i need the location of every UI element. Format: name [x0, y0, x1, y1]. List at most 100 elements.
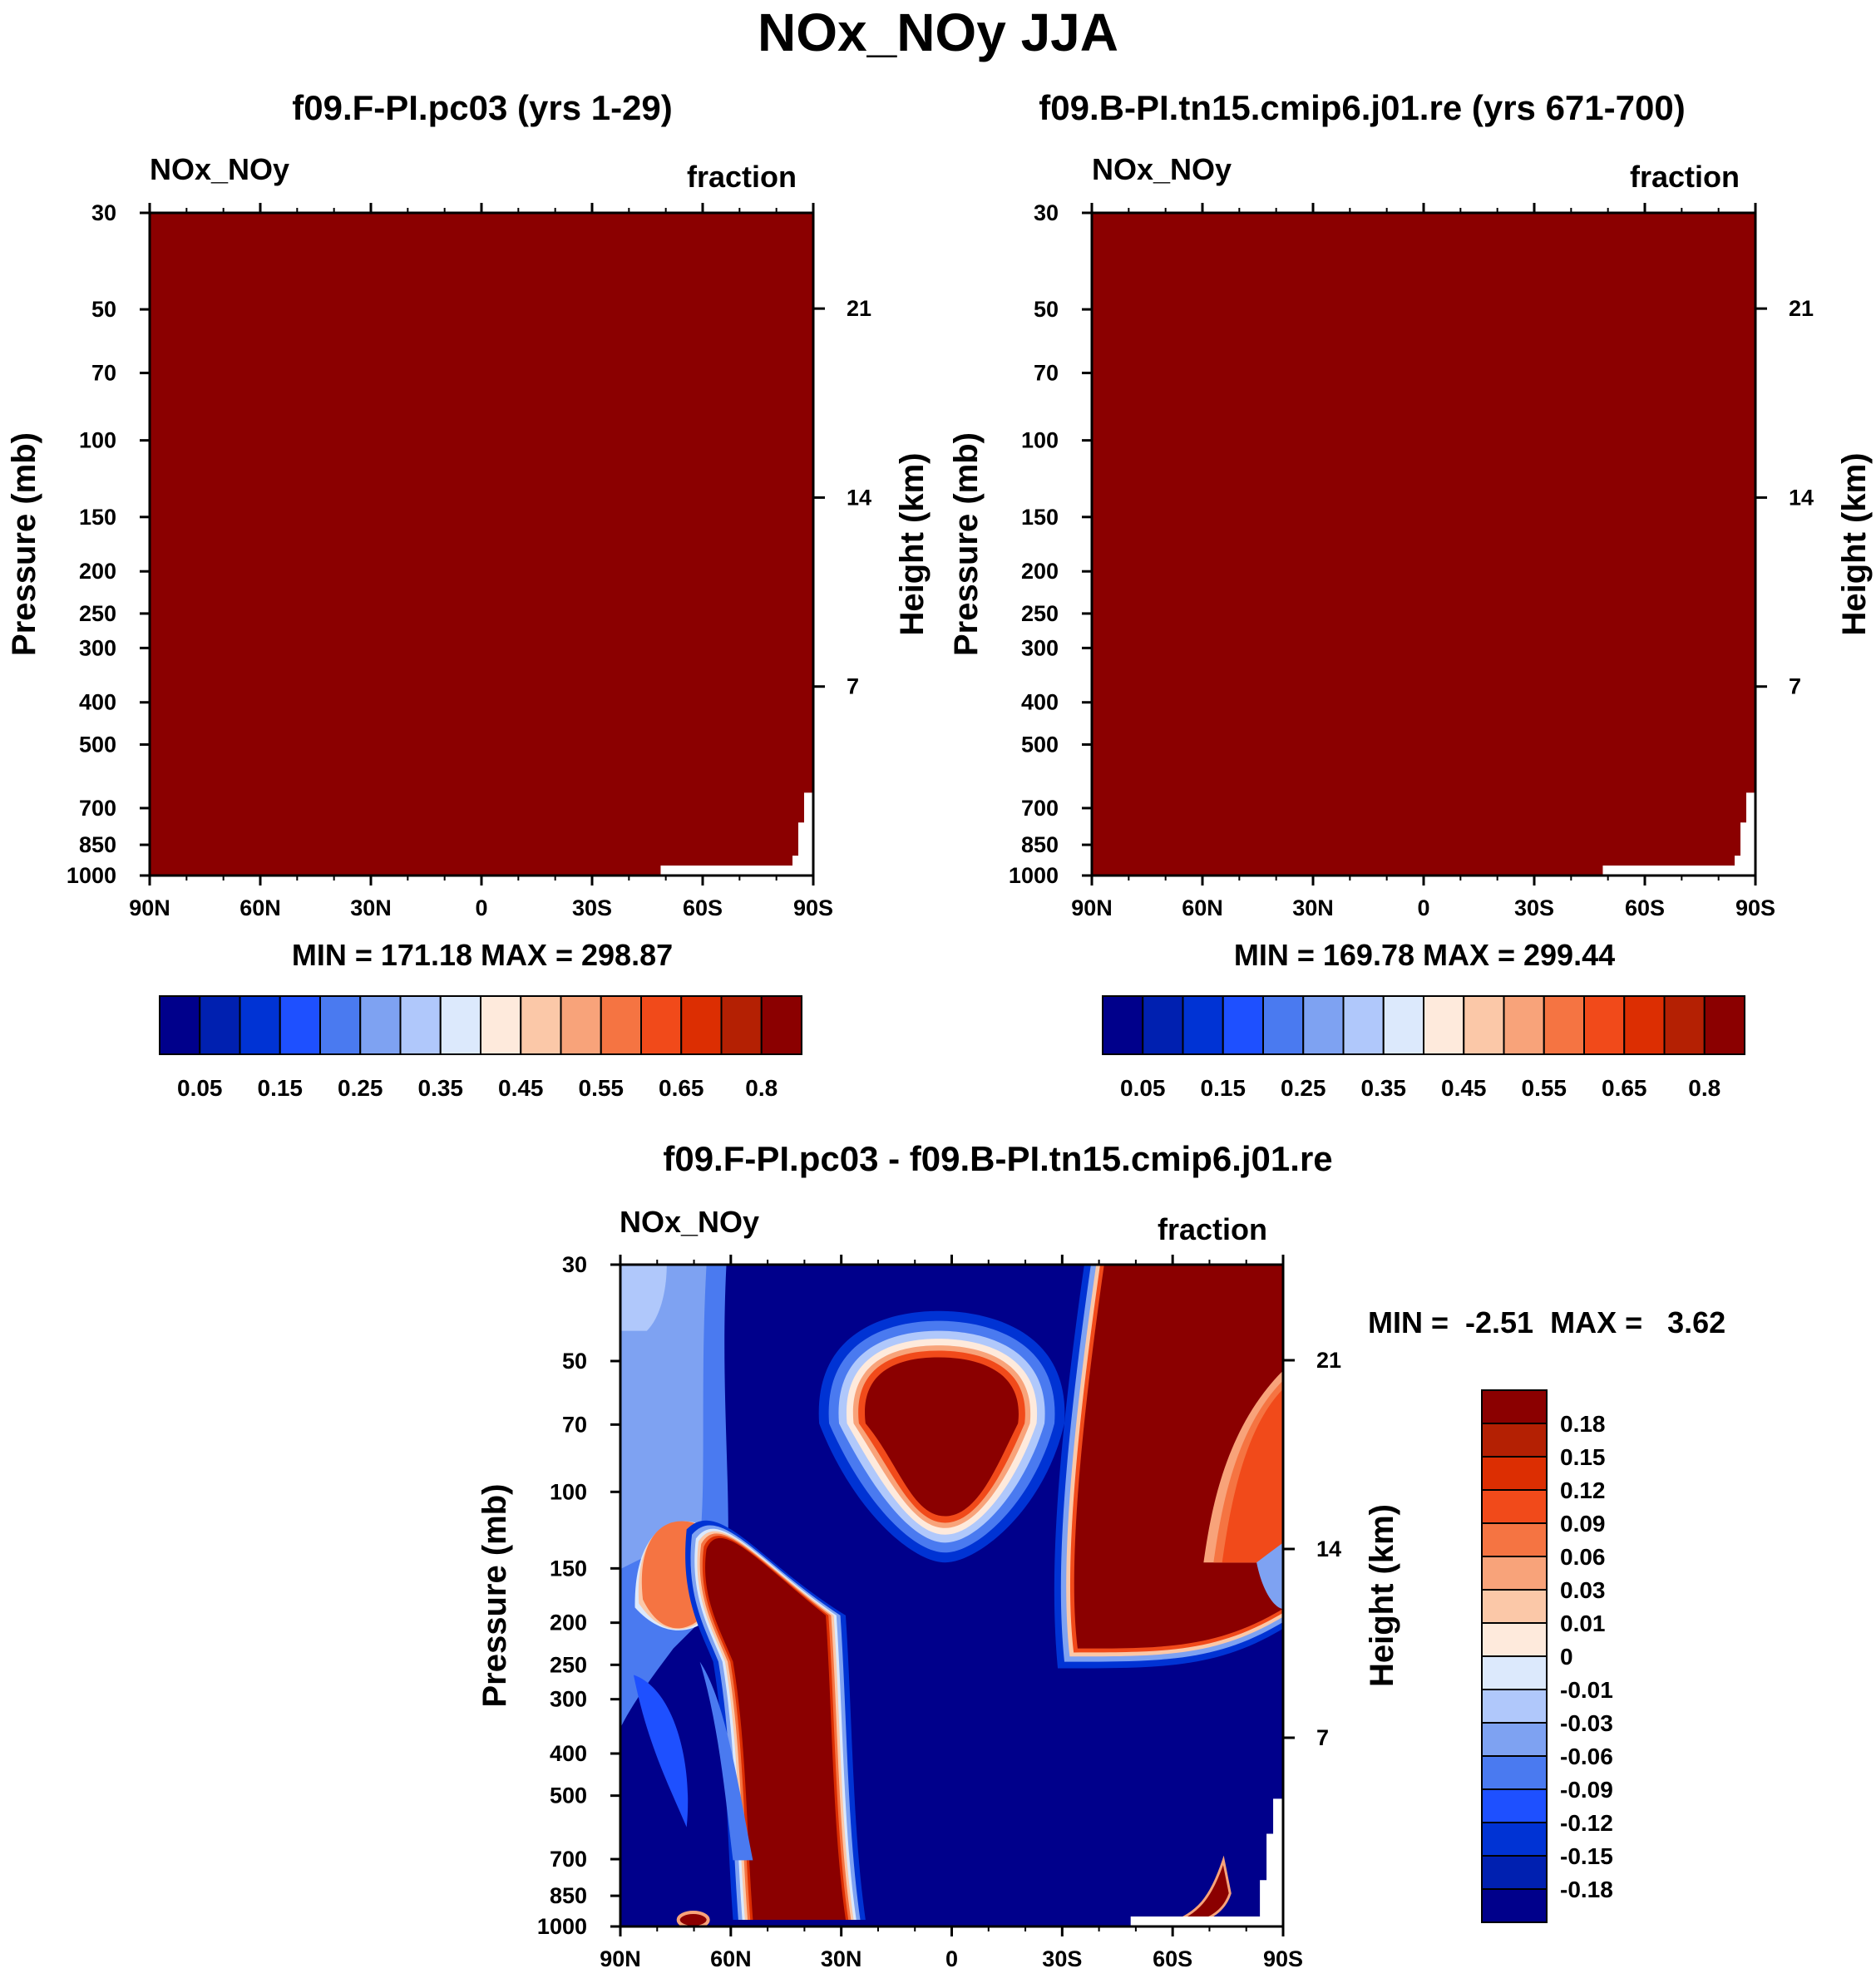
panel-0-ytick-label: 850 [79, 832, 116, 857]
panel-2-colorbar-box [1481, 1589, 1548, 1624]
panel-1-colorbar-box [1302, 995, 1345, 1055]
panel-1-xtick-label: 90N [1071, 895, 1113, 920]
panel-control: 90N 60N 30N 0 30S 60S 90S 30 50 70 100 150 200 250 300… [6, 200, 931, 1101]
panel-0-colorbar-box [760, 995, 802, 1055]
panel-0-xtick-label: 90S [793, 895, 833, 920]
panel-1-xtick-label: 90S [1735, 895, 1775, 920]
panel-1-colorbar-label: 0.15 [1201, 1075, 1247, 1101]
panel-1-ytick-label: 300 [1021, 635, 1059, 660]
panel-0-y2tick-label: 7 [847, 674, 859, 699]
panel-0-colorbar-box [279, 995, 321, 1055]
panel-1-colorbar-box [1342, 995, 1385, 1055]
panel-2-colorbar-box [1481, 1556, 1548, 1591]
panel-0-colorbar-label: 0.25 [338, 1075, 383, 1101]
panel-2-colorbar-box [1481, 1655, 1548, 1690]
panel-1-y2tick-label: 21 [1789, 296, 1814, 321]
panel-2-colorbar-box [1481, 1888, 1548, 1923]
panel-2-ytick-label: 250 [550, 1652, 587, 1677]
panel-1-colorbar-label: 0.45 [1441, 1075, 1487, 1101]
diff-lower-north-band [699, 1661, 753, 1861]
panel-1-ytick-label: 400 [1021, 690, 1059, 715]
panel-2-colorbar-label: -0.03 [1560, 1710, 1613, 1736]
panel-0-field [150, 213, 813, 876]
panel-1-ytick-label: 150 [1021, 505, 1059, 530]
panel-difference-title: f09.F-PI.pc03 - f09.B-PI.tn15.cmip6.j01.… [663, 1139, 1333, 1178]
panel-difference: 90N 60N 30N 0 30S 60S 90S305070100150200250300… [476, 1252, 1613, 1971]
panel-2-colorbar-label: -0.09 [1560, 1777, 1613, 1803]
panel-0-colorbar-label: 0.15 [258, 1075, 304, 1101]
panel-2-colorbar-label: -0.12 [1560, 1810, 1613, 1836]
panel-0-ytick-label: 250 [79, 601, 116, 626]
panel-2-xtick-label: 0 [945, 1946, 958, 1971]
panel-0-colorbar-label: 0.8 [745, 1075, 778, 1101]
panel-2-y2label: Height (km) [1364, 1504, 1400, 1687]
panel-1-y2label: Height (km) [1836, 453, 1873, 636]
panel-0-colorbar-box [720, 995, 763, 1055]
panel-2-y2tick-label: 14 [1316, 1537, 1341, 1561]
panel-1-field [1092, 213, 1755, 876]
panel-1-colorbar-box [1703, 995, 1745, 1055]
panel-0-xtick-label: 30S [572, 895, 612, 920]
panel-1-ytick-label: 70 [1034, 361, 1059, 386]
panel-1-ytick-label: 1000 [1009, 863, 1059, 888]
panel-0-colorbar-label: 0.55 [579, 1075, 625, 1101]
panel-2-colorbar-label: -0.01 [1560, 1677, 1613, 1703]
panel-2-colorbar-box [1481, 1689, 1548, 1724]
panel-2-colorbar-label: 0.15 [1560, 1444, 1606, 1470]
panel-2-colorbar-box [1481, 1722, 1548, 1757]
panel-0-xtick-label: 90N [129, 895, 170, 920]
panel-test-left-string: NOx_NOy [1092, 152, 1232, 186]
panel-0-ytick-label: 300 [79, 635, 116, 660]
panel-2-colorbar-label: 0.06 [1560, 1544, 1606, 1570]
panel-1-xtick-label: 60S [1625, 895, 1665, 920]
panel-control-units: fraction [687, 160, 797, 194]
panel-2-xtick-label: 30N [821, 1946, 862, 1971]
panel-0-colorbar-box [640, 995, 683, 1055]
panel-1-xtick-label: 30N [1292, 895, 1334, 920]
panel-0-colorbar-box [439, 995, 481, 1055]
panel-0-xtick-label: 30N [350, 895, 392, 920]
panel-0-ytick-label: 150 [79, 505, 116, 530]
panel-control-left-string: NOx_NOy [150, 152, 290, 186]
panel-2-colorbar-label: 0.12 [1560, 1477, 1606, 1503]
panel-2-colorbar-box [1481, 1822, 1548, 1857]
panel-2-xtick-label: 60N [710, 1946, 752, 1971]
panel-2-xtick-label: 90S [1263, 1946, 1303, 1971]
panel-2-ytick-label: 700 [550, 1847, 587, 1872]
panel-0-colorbar-label: 0.05 [177, 1075, 223, 1101]
panel-2-colorbar-box [1481, 1622, 1548, 1657]
panel-0-colorbar-box [680, 995, 723, 1055]
diff-southern-edge [1256, 1542, 1283, 1609]
panel-0-ytick-label: 200 [79, 559, 116, 584]
panel-0-ytick-label: 400 [79, 690, 116, 715]
panel-1-colorbar-box [1583, 995, 1626, 1055]
panel-1-ytick-label: 250 [1021, 601, 1059, 626]
panel-control-title: f09.F-PI.pc03 (yrs 1-29) [292, 88, 673, 127]
panel-1-colorbar-box [1463, 995, 1505, 1055]
panel-2-ytick-label: 500 [550, 1783, 587, 1808]
panel-difference-minmax: MIN = -2.51 MAX = 3.62 [1368, 1305, 1726, 1339]
panel-2-xtick-label: 90N [600, 1946, 641, 1971]
panel-test-units: fraction [1630, 160, 1740, 194]
panel-2-colorbar-label: -0.18 [1560, 1877, 1613, 1902]
panel-2-ytick-label: 70 [562, 1412, 587, 1437]
panel-0-y2tick-label: 21 [847, 296, 871, 321]
panel-1-y2tick-label: 7 [1789, 674, 1801, 699]
panel-1-xtick-label: 30S [1514, 895, 1554, 920]
panel-1-ytick-label: 200 [1021, 559, 1059, 584]
panel-0-xtick-label: 60S [683, 895, 723, 920]
panel-2-xtick-label: 60S [1153, 1946, 1192, 1971]
panel-1-colorbar-box [1222, 995, 1264, 1055]
panel-2-ytick-label: 300 [550, 1687, 587, 1712]
panel-1-colorbar-box [1382, 995, 1424, 1055]
panel-2-colorbar-box [1481, 1389, 1548, 1424]
panel-2-ytick-label: 30 [562, 1252, 587, 1277]
panel-1-ytick-label: 700 [1021, 796, 1059, 821]
panel-1-colorbar-box [1503, 995, 1545, 1055]
panel-1-colorbar-box [1423, 995, 1465, 1055]
panel-1-ylabel: Pressure (mb) [948, 432, 985, 656]
panel-2-colorbar-box [1481, 1456, 1548, 1491]
diff-topography [1130, 1798, 1283, 1926]
panel-1-colorbar-box [1543, 995, 1585, 1055]
